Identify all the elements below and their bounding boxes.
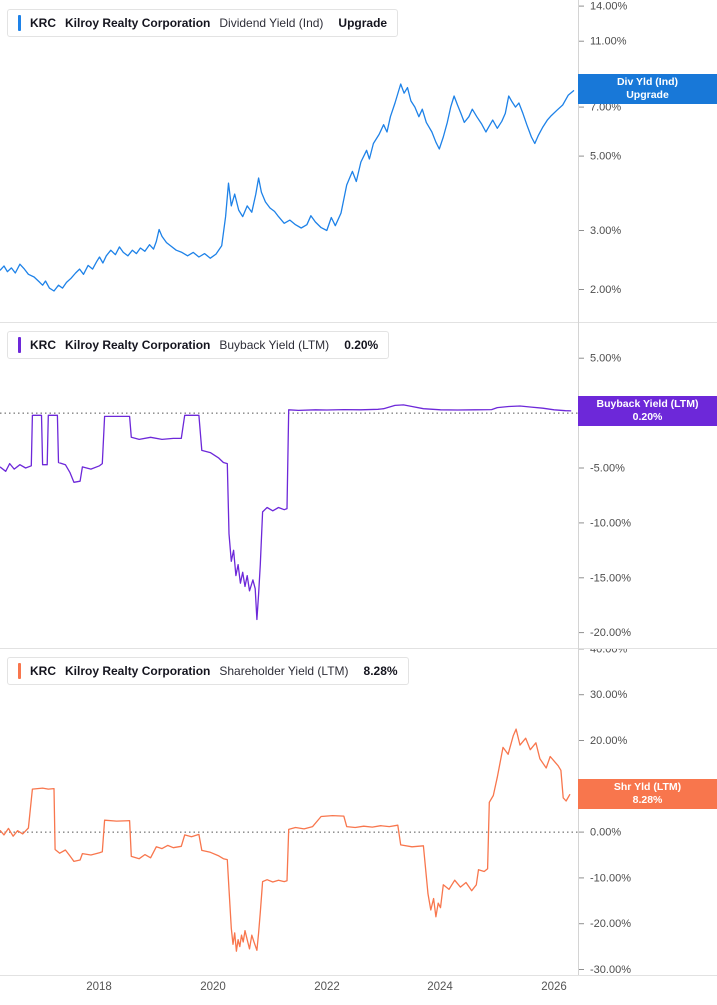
badge-metric-label: Div Yld (Ind) xyxy=(616,76,679,88)
panel-divider xyxy=(0,322,717,323)
buyback-yield-ltm-line xyxy=(0,404,572,621)
x-tick-label: 2020 xyxy=(200,981,226,993)
y-tick-label: -30.00% xyxy=(590,964,631,975)
legend-ticker: KRC xyxy=(30,338,56,352)
y-tick-label: 40.00% xyxy=(590,648,628,655)
x-tick-label: 2024 xyxy=(427,981,453,993)
legend-company: Kilroy Realty Corporation xyxy=(65,338,211,352)
badge-metric-label: Buyback Yield (LTM) xyxy=(596,398,699,410)
series-color-swatch xyxy=(18,663,21,679)
legend-ticker: KRC xyxy=(30,664,56,678)
shareholder-yield-plot[interactable]: 40.00%30.00%20.00%10.00%0.00%-10.00%-20.… xyxy=(0,648,717,975)
legend-metric: Buyback Yield (LTM) xyxy=(219,338,330,352)
dividend-yield-panel: 14.00% 11.00% 7.00% 5.00% 3.00% 2.00% KRC Kil… xyxy=(0,0,717,322)
y-tick-label: 5.00% xyxy=(590,151,621,163)
y-tick-label: 30.00% xyxy=(590,689,628,701)
buyback-yield-panel: 5.00%0.00%-5.00%-10.00%-15.00%-20.00% KR… xyxy=(0,322,717,648)
y-tick-label: -20.00% xyxy=(590,627,631,639)
shareholder-yield-legend[interactable]: KRC Kilroy Realty Corporation Shareholde… xyxy=(7,657,409,685)
x-tick-label: 2018 xyxy=(86,981,112,993)
y-tick-label: -20.00% xyxy=(590,918,631,930)
y-tick-label: 7.00% xyxy=(590,102,621,114)
series-color-swatch xyxy=(18,337,21,353)
y-tick-label: 3.00% xyxy=(590,225,621,237)
legend-value: 0.20% xyxy=(344,338,379,352)
dividend-yield-legend[interactable]: KRC Kilroy Realty Corporation Dividend Y… xyxy=(7,9,399,37)
dividend-yield-last-value-badge: Div Yld (Ind) Upgrade xyxy=(578,74,717,104)
y-tick-label: -10.00% xyxy=(590,517,631,529)
legend-value: 8.28% xyxy=(363,664,398,678)
x-tick-label: 2022 xyxy=(314,981,340,993)
panel-divider xyxy=(0,648,717,649)
legend-metric: Shareholder Yield (LTM) xyxy=(219,664,349,678)
legend-company: Kilroy Realty Corporation xyxy=(65,664,211,678)
x-axis: 2018 2020 2022 2024 2026 xyxy=(0,975,717,1005)
x-axis-line xyxy=(0,975,717,976)
y-tick-label: 14.00% xyxy=(590,1,628,13)
buyback-yield-last-value-badge: Buyback Yield (LTM) 0.20% xyxy=(578,396,717,426)
y-tick-label: -10.00% xyxy=(590,872,631,884)
dividend-yield-plot[interactable]: 14.00% 11.00% 7.00% 5.00% 3.00% 2.00% xyxy=(0,0,717,322)
y-tick-label: -15.00% xyxy=(590,572,631,584)
badge-value-label: 0.20% xyxy=(632,411,663,423)
y-tick-label: 20.00% xyxy=(590,735,628,747)
shareholder-yield-last-value-badge: Shr Yld (LTM) 8.28% xyxy=(578,779,717,809)
y-axis-line xyxy=(578,0,579,975)
shareholder-yield-ltm-line xyxy=(0,728,571,952)
badge-metric-label: Shr Yld (LTM) xyxy=(613,781,682,793)
x-tick-label: 2026 xyxy=(541,981,567,993)
legend-metric: Dividend Yield (Ind) xyxy=(219,16,324,30)
badge-value-label: Upgrade xyxy=(626,89,669,101)
shareholder-yield-panel: 40.00%30.00%20.00%10.00%0.00%-10.00%-20.… xyxy=(0,648,717,975)
y-tick-label: 0.00% xyxy=(590,827,621,839)
legend-company: Kilroy Realty Corporation xyxy=(65,16,211,30)
badge-value-label: 8.28% xyxy=(632,794,663,806)
y-tick-label: -5.00% xyxy=(590,463,625,475)
legend-upgrade-link[interactable]: Upgrade xyxy=(338,16,388,30)
dividend-yield-ind-line xyxy=(0,83,575,292)
buyback-yield-legend[interactable]: KRC Kilroy Realty Corporation Buyback Yi… xyxy=(7,331,390,359)
buyback-yield-plot[interactable]: 5.00%0.00%-5.00%-10.00%-15.00%-20.00% xyxy=(0,322,717,648)
legend-ticker: KRC xyxy=(30,16,56,30)
y-tick-label: 5.00% xyxy=(590,353,621,365)
series-color-swatch xyxy=(18,15,21,31)
y-tick-label: 11.00% xyxy=(590,36,627,48)
y-tick-label: 2.00% xyxy=(590,284,621,296)
